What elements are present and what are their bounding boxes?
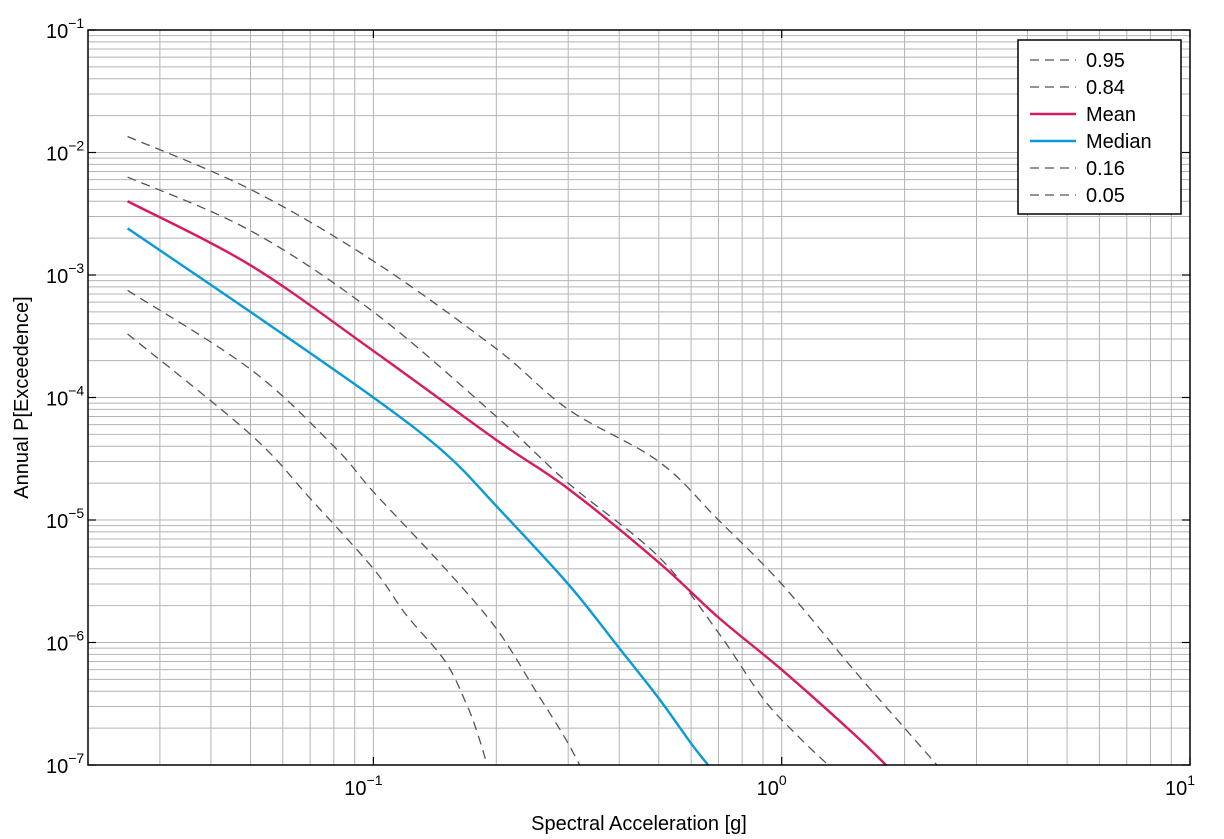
series-line-median	[126, 227, 709, 766]
y-tick-label: 10−5	[46, 505, 84, 533]
legend-label: 0.16	[1086, 158, 1125, 180]
legend-box	[1017, 39, 1182, 215]
series-line-0-05	[127, 333, 488, 766]
series-line-0-95	[127, 135, 938, 766]
y-tick-label: 10−6	[46, 628, 84, 656]
x-tick-label: 101	[1165, 772, 1195, 800]
y-tick-label: 10−1	[46, 15, 84, 43]
legend-label: Mean	[1086, 104, 1136, 126]
grid	[87, 30, 1190, 766]
y-axis-label: Annual P[Exceedence]	[11, 296, 33, 498]
tick-marks	[88, 29, 1191, 766]
series-group	[126, 135, 938, 766]
y-tick-label: 10−2	[46, 138, 84, 166]
legend-label: 0.95	[1086, 50, 1125, 72]
x-axis-label: Spectral Acceleration [g]	[531, 813, 747, 835]
y-tick-labels: 10−7 10−6 10−5 10−4 10−3 10−2 10−1	[46, 15, 84, 778]
legend-label: Median	[1086, 131, 1152, 153]
legend: 0.95 0.84 Mean Median 0.16 0.05	[1017, 39, 1182, 215]
series-line-0-84	[127, 176, 829, 766]
y-tick-label: 10−3	[46, 260, 84, 288]
y-tick-label: 10−4	[46, 383, 84, 411]
x-tick-label: 10−1	[344, 772, 382, 800]
series-line-0-16	[127, 289, 581, 766]
y-tick-label: 10−7	[46, 750, 84, 778]
x-tick-labels: 10−1 100 101	[344, 772, 1195, 800]
x-tick-label: 100	[757, 772, 787, 800]
series-line-mean	[127, 200, 887, 766]
legend-label: 0.05	[1086, 185, 1125, 207]
legend-label: 0.84	[1086, 77, 1125, 99]
